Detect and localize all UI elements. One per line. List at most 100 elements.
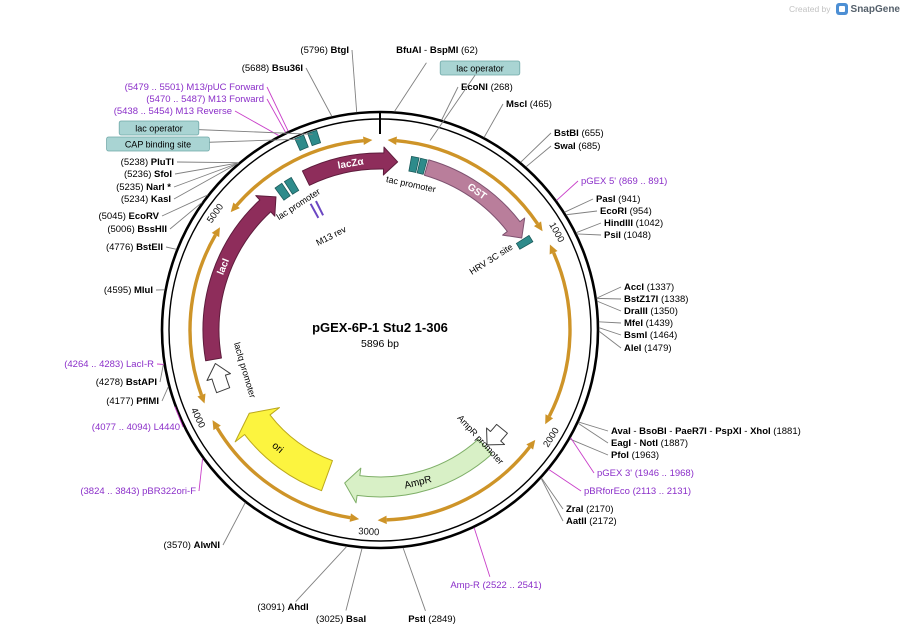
feature-box-label-cap-binding-site: CAP binding site [125,140,191,150]
callout-line-5470-5487-m13-forward [266,98,287,133]
feature-lacza [301,146,399,186]
callout-line-sfoi [174,162,239,175]
callout-label-hindiii: HindIII (1042) [604,218,663,229]
callout-label-bsmi: BsmI (1464) [624,330,677,341]
feature-gst [423,159,526,239]
callout-line-ecori [566,210,598,216]
plasmid-title-block: pGEX-6P-1 Stu2 1-306 5896 bp [312,320,448,350]
scale-arrowhead [230,202,240,213]
callout-line-mfei [598,321,622,324]
callout-line-bsu36i [305,67,333,117]
callout-line-psti [402,547,426,611]
scale-label-4000: 4000 [188,406,207,430]
callout-label-ahdi: (3091) AhdI [257,602,308,613]
scale-arrowhead [377,515,387,525]
feature-laciq-promoter [206,362,231,394]
callout-line-bfuai [394,62,427,112]
callout-label-4077-4094-l4440: (4077 .. 4094) L4440 [92,422,180,433]
callout-line-econi [441,86,459,121]
callout-line-draiii [596,300,622,312]
callout-label-mlui: (4595) MluI [104,285,153,296]
plasmid-size: 5896 bp [361,338,399,350]
callout-label-acci: AccI (1337) [624,282,674,293]
map-label-m13-rev: M13 rev [314,224,348,248]
callout-label-psii: PsiI (1048) [604,230,651,241]
scale-arrowhead [549,244,558,255]
feature-ori [234,407,333,492]
scale-arrowhead [545,414,554,425]
callout-label-alwni: (3570) AlwNI [164,540,221,551]
callout-line-nari [173,162,239,188]
callout-line-btgi [351,49,358,113]
callout-label-5470-5487-m13-forward: (5470 .. 5487) M13 Forward [146,94,264,105]
callout-label-bsai: (3025) BsaI [316,614,366,625]
scale-label-2000: 2000 [541,426,562,450]
callout-line-hindiii [576,222,602,234]
callout-label-kasi: (5234) KasI [121,194,171,205]
scale-arrowhead [197,393,206,404]
m13-rev-tick [309,203,320,219]
callout-label-aatii: AatII (2172) [566,516,617,527]
callout-label-ecori: EcoRI (954) [600,206,652,217]
callout-line-aatii [540,478,564,522]
plasmid-backbone-outer [160,110,600,550]
feature-box-label-lac-operator: lac operator [135,124,183,134]
callout-line-bstbi [520,132,552,163]
callout-label-bfuai: BfuAI - BspMI (62) [396,45,478,56]
callout-line-ecorv [161,194,208,217]
callout-line-msci [483,103,504,138]
scale-arrowhead [349,513,360,522]
feature-ampr-promoter [486,423,508,446]
feature-laci [202,195,277,362]
block-lac-promoter-block-1 [274,182,291,201]
block-lac-promoter-block-2 [283,176,300,195]
feature-ampr [344,438,493,504]
callout-line-lac-operator [198,129,313,135]
callout-line-kasi [173,162,239,200]
callout-line-eagi [577,422,609,444]
scale-arc [386,445,532,522]
scale-arc [547,252,572,418]
map-label-hrv-3c-site: HRV 3C site [468,242,515,277]
callout-line-pbrforeco-2113-2131 [548,469,582,492]
callout-label-btgi: (5796) BtgI [300,45,349,56]
callout-label-ecorv: (5045) EcoRV [98,211,159,222]
callout-line-cap-binding-site [209,138,300,143]
callout-line-pgex-5-869-891 [556,180,579,201]
scale-arrowhead [363,136,373,146]
scale-arc [188,234,217,396]
callout-label-pgex-5-869-891: pGEX 5' (869 .. 891) [581,176,667,187]
callout-label-psti: PstI (2849) [408,614,456,625]
callout-line-bsai [345,548,363,611]
callout-line-bsshii [169,201,203,230]
callout-label-5438-5454-m13-reverse: (5438 .. 5454) M13 Reverse [114,106,232,117]
callout-label-nari: (5235) NarI * [116,182,171,193]
callout-label-sfoi: (5236) SfoI [124,169,172,180]
callout-label-pgex-3-1946-1968: pGEX 3' (1946 .. 1968) [597,468,694,479]
callout-line-3824-3843-pbr322ori-f [198,458,204,492]
callout-line-acci [596,286,622,299]
callout-label-pasi: PasI (941) [596,194,640,205]
callout-label-amp-r-2522-2541: Amp-R (2522 .. 2541) [450,580,541,591]
scale-arc [396,139,539,225]
callout-line-avai [578,421,609,432]
plasmid-name: pGEX-6P-1 Stu2 1-306 [312,320,448,335]
callout-label-mfei: MfeI (1439) [624,318,673,329]
callout-line-bstapi [159,363,165,383]
feature-label-ori: ori [270,440,286,456]
snapgene-wordmark: SnapGene [850,3,900,15]
callout-line-pfoi [569,438,609,456]
block-cap-binding-site-block [294,134,309,152]
callout-line-pgex-3-1946-1968 [570,437,595,474]
callout-label-5479-5501-m13-puc-forward: (5479 .. 5501) M13/pUC Forward [125,82,264,93]
credit-prefix: Created by [788,4,831,14]
callout-label-bsu36i: (5688) Bsu36I [242,63,303,74]
callout-line-amp-r-2522-2541 [473,527,491,577]
callout-line-4077-4094-l4440 [174,406,184,428]
callout-label-msci: MscI (465) [506,99,552,110]
feature-box-lac-operator [118,120,200,136]
scale-arrowhead [211,227,220,238]
callout-label-pbrforeco-2113-2131: pBRforEco (2113 .. 2131) [584,486,691,497]
callout-label-bsteii: (4776) BstEII [106,242,163,253]
